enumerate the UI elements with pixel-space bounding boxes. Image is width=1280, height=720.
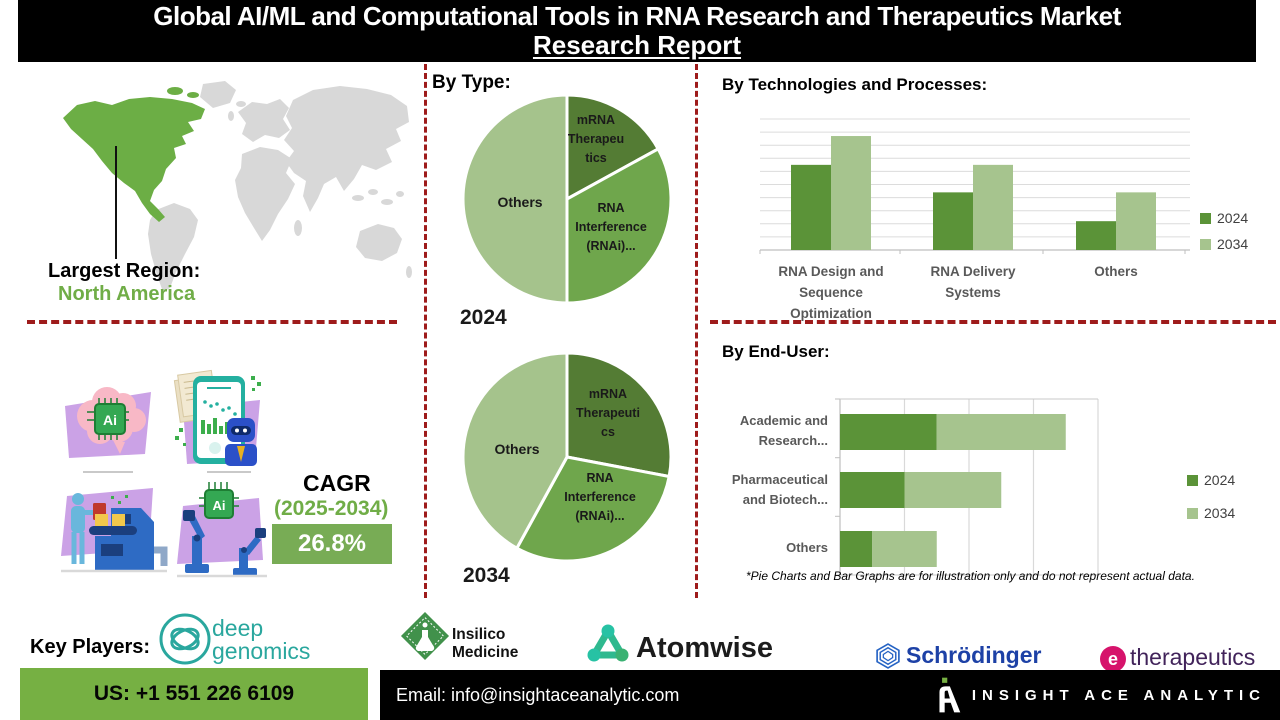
etherapeutics-logo-icon: e	[1100, 646, 1126, 672]
end-user-bar-chart	[835, 398, 1099, 576]
tech-legend-label-2024: 2024	[1217, 210, 1249, 226]
pie2024-slice-label-others: Others	[497, 194, 543, 210]
etherapeutics-e-mark: e	[1108, 649, 1118, 669]
footer-brand-name: INSIGHT ACE ANALYTIC	[971, 686, 1266, 704]
pie2034-slice-label-rnai: RNA Interference (RNAi)...	[564, 471, 636, 523]
pie2024-year-label: 2024	[460, 306, 507, 329]
atomwise-wordmark: Atomwise	[636, 632, 773, 664]
pie2034-slice-label-mrna: mRNA Therapeuti cs	[576, 387, 640, 439]
map-other-continents	[148, 81, 412, 292]
divider-vertical-left	[424, 64, 427, 598]
footer-brand: INSIGHT ACE ANALYTIC	[936, 677, 1266, 713]
cagr-label: CAGR	[303, 470, 371, 496]
largest-region-label: Largest Region:	[48, 260, 201, 282]
ai-illustrations: Ai	[61, 369, 267, 578]
footer-email: Email: info@insightaceanalytic.com	[396, 684, 680, 705]
by-type-heading: By Type:	[432, 72, 511, 93]
tech-xlabel-others: Others	[1094, 264, 1138, 279]
pie-chart-2034	[461, 351, 673, 563]
enduser-legend-swatch-2024	[1187, 474, 1198, 486]
tech-legend-swatch-2024	[1200, 212, 1211, 224]
by-technologies-heading: By Technologies and Processes:	[722, 75, 988, 94]
deep-genomics-wordmark: deep genomics	[212, 615, 311, 665]
tech-legend-swatch-2034	[1200, 238, 1211, 250]
enduser-legend-label-2024: 2024	[1204, 472, 1236, 488]
title-bar: Global AI/ML and Computational Tools in …	[18, 0, 1256, 62]
phone-robot-illustration	[173, 369, 261, 473]
tech-bar-chart	[759, 118, 1190, 254]
footer-phone-banner: US: +1 551 226 6109	[20, 668, 368, 720]
page-title-line1: Global AI/ML and Computational Tools in …	[153, 1, 1121, 31]
tech-legend-label-2034: 2034	[1217, 236, 1249, 252]
brain-chip-illustration: Ai	[65, 387, 151, 473]
tech-xlabel-rna-design: RNA Design and Sequence Optimization	[778, 264, 884, 321]
schrodinger-logo-icon	[876, 643, 900, 669]
etherapeutics-wordmark: therapeutics	[1130, 644, 1256, 670]
footer-contact-bar: Email: info@insightaceanalytic.com INSIG…	[380, 670, 1280, 720]
pie-chart-2024	[461, 93, 673, 305]
tech-legend-2034: 2034	[1200, 236, 1248, 252]
divider-horizontal-right	[710, 320, 1276, 324]
tech-legend-2024: 2024	[1200, 210, 1248, 226]
pie2034-year-label: 2034	[463, 564, 510, 587]
enduser-legend-label-2034: 2034	[1204, 505, 1236, 521]
ai-chip-label-2: Ai	[213, 498, 226, 513]
robot-arms-chip-illustration: Ai	[177, 482, 267, 578]
schrodinger-wordmark: Schrödinger	[906, 642, 1042, 668]
deep-genomics-logo-icon	[159, 613, 211, 665]
enduser-legend-2034: 2034	[1187, 505, 1235, 521]
insight-ace-logo-icon	[939, 677, 961, 713]
enduser-label-academic: Academic and Research...	[739, 413, 828, 448]
enduser-legend-swatch-2034	[1187, 507, 1198, 519]
by-end-user-heading: By End-User:	[722, 342, 830, 361]
pie2024-slice-label-rnai: RNA Interference (RNAi)...	[575, 201, 647, 253]
insilico-medicine-logo-icon	[400, 611, 450, 661]
disclaimer-footnote: *Pie Charts and Bar Graphs are for illus…	[746, 569, 1195, 583]
enduser-label-others: Others	[786, 540, 828, 555]
robot-factory-illustration	[61, 488, 168, 573]
pie2034-slice-label-others: Others	[494, 441, 540, 457]
key-players-label: Key Players:	[30, 636, 151, 658]
atomwise-logo-icon	[587, 624, 629, 662]
world-map	[63, 81, 412, 292]
divider-vertical-right	[695, 64, 698, 598]
enduser-label-pharma: Pharmaceutical and Biotech...	[731, 472, 828, 507]
cagr-period: (2025-2034)	[274, 497, 389, 520]
pie2024-slice-label-mrna: mRNA Therapeu tics	[567, 113, 625, 165]
page-title-line2: Research Report	[532, 30, 742, 60]
cagr-value-badge: 26.8%	[272, 524, 392, 564]
enduser-legend-2024: 2024	[1187, 472, 1235, 488]
largest-region-value: North America	[58, 283, 196, 305]
footer-phone: US: +1 551 226 6109	[93, 682, 295, 705]
divider-horizontal-left	[27, 320, 397, 324]
ai-chip-label: Ai	[103, 412, 117, 428]
map-north-america-highlight	[63, 87, 205, 222]
insilico-medicine-wordmark: Insilico Medicine	[452, 626, 519, 661]
tech-xlabel-rna-delivery: RNA Delivery Systems	[930, 264, 1016, 300]
